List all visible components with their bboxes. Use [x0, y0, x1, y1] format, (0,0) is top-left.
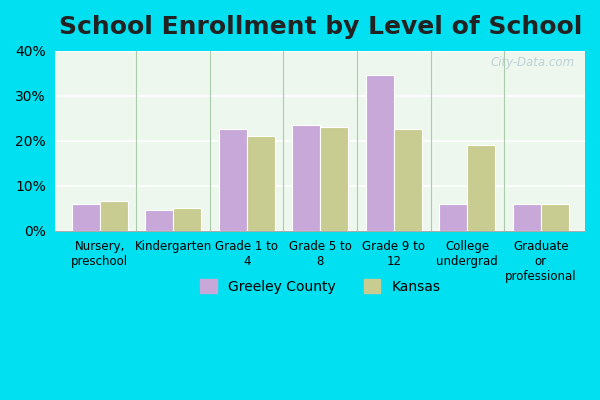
- Bar: [145, 210, 173, 230]
- Bar: [439, 204, 467, 230]
- Bar: [541, 204, 569, 230]
- Bar: [100, 201, 128, 230]
- Title: School Enrollment by Level of School: School Enrollment by Level of School: [59, 15, 582, 39]
- Bar: [366, 76, 394, 230]
- Bar: [513, 204, 541, 230]
- Bar: [467, 145, 495, 230]
- Bar: [71, 204, 100, 230]
- Bar: [394, 129, 422, 230]
- Bar: [247, 136, 275, 230]
- Legend: Greeley County, Kansas: Greeley County, Kansas: [194, 273, 446, 299]
- Bar: [219, 129, 247, 230]
- Bar: [173, 208, 201, 230]
- Bar: [292, 125, 320, 230]
- Bar: [320, 127, 348, 230]
- Text: City-Data.com: City-Data.com: [490, 56, 574, 69]
